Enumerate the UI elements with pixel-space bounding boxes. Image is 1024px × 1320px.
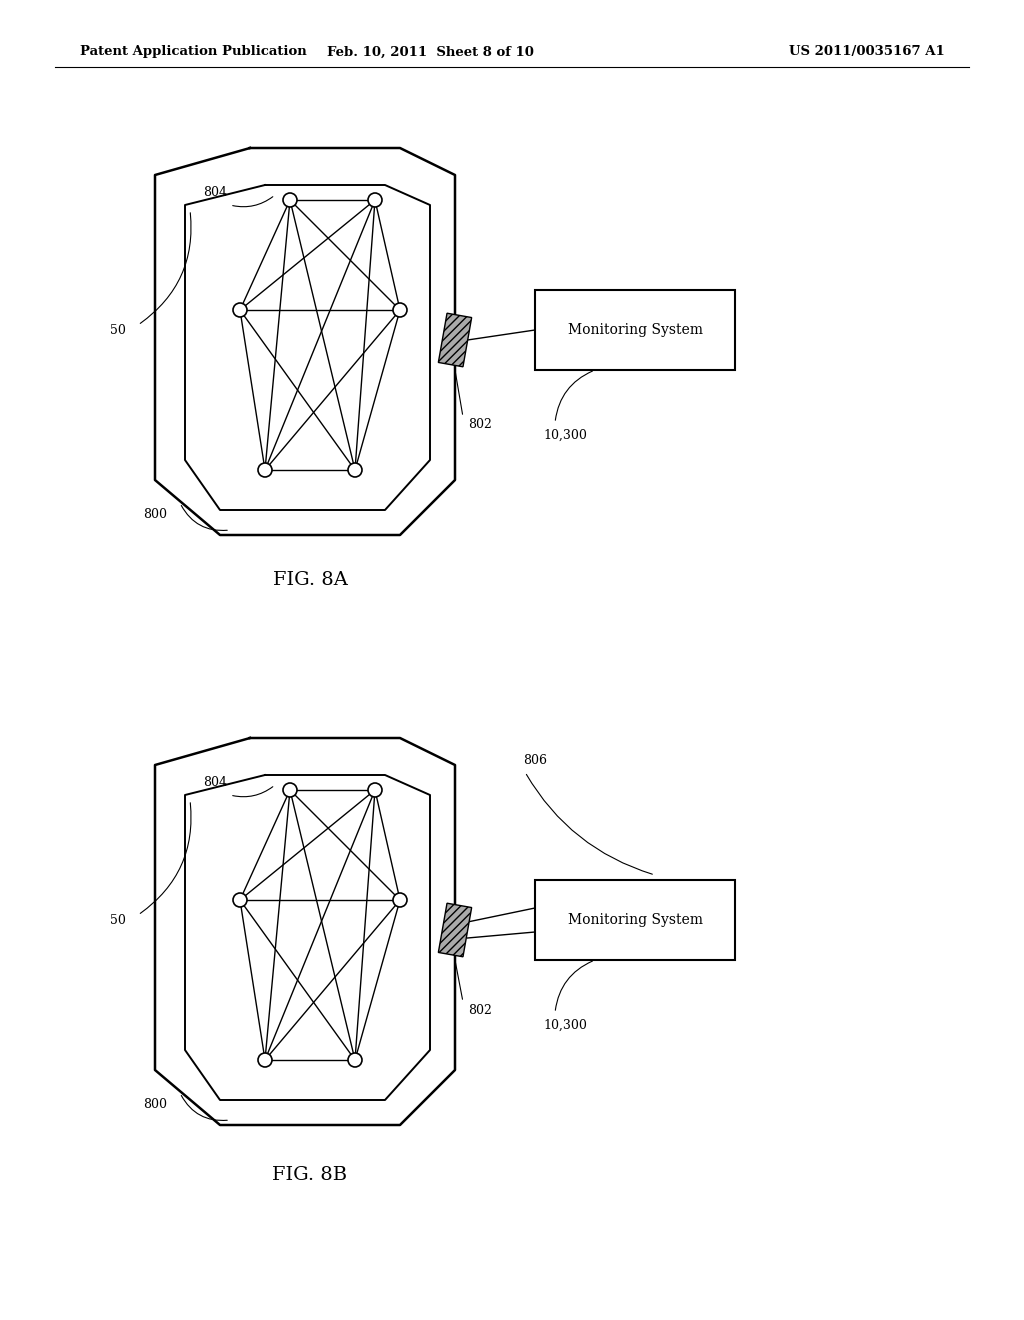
Circle shape	[368, 783, 382, 797]
Text: Monitoring System: Monitoring System	[567, 323, 702, 337]
Text: Patent Application Publication: Patent Application Publication	[80, 45, 307, 58]
Bar	[535, 290, 735, 370]
Text: 802: 802	[468, 418, 492, 432]
Text: Monitoring System: Monitoring System	[567, 913, 702, 927]
Bar	[535, 880, 735, 960]
Text: FIG. 8A: FIG. 8A	[272, 572, 347, 589]
Text: 800: 800	[143, 1098, 167, 1111]
Circle shape	[283, 193, 297, 207]
Circle shape	[233, 304, 247, 317]
Text: 10,300: 10,300	[543, 1019, 587, 1031]
Text: 50: 50	[110, 913, 126, 927]
Text: 800: 800	[143, 508, 167, 521]
Bar	[438, 903, 472, 957]
Text: FIG. 8B: FIG. 8B	[272, 1166, 347, 1184]
Circle shape	[368, 193, 382, 207]
Circle shape	[258, 463, 272, 477]
Bar	[438, 313, 472, 367]
Circle shape	[283, 783, 297, 797]
Text: 806: 806	[523, 754, 547, 767]
Circle shape	[233, 894, 247, 907]
Text: 804: 804	[203, 186, 227, 199]
Text: 802: 802	[468, 1003, 492, 1016]
Text: Feb. 10, 2011  Sheet 8 of 10: Feb. 10, 2011 Sheet 8 of 10	[327, 45, 534, 58]
Text: US 2011/0035167 A1: US 2011/0035167 A1	[790, 45, 945, 58]
Circle shape	[393, 304, 407, 317]
Text: 10,300: 10,300	[543, 429, 587, 441]
Text: 50: 50	[110, 323, 126, 337]
Circle shape	[348, 463, 362, 477]
Circle shape	[348, 1053, 362, 1067]
Circle shape	[393, 894, 407, 907]
Circle shape	[258, 1053, 272, 1067]
Text: 804: 804	[203, 776, 227, 789]
